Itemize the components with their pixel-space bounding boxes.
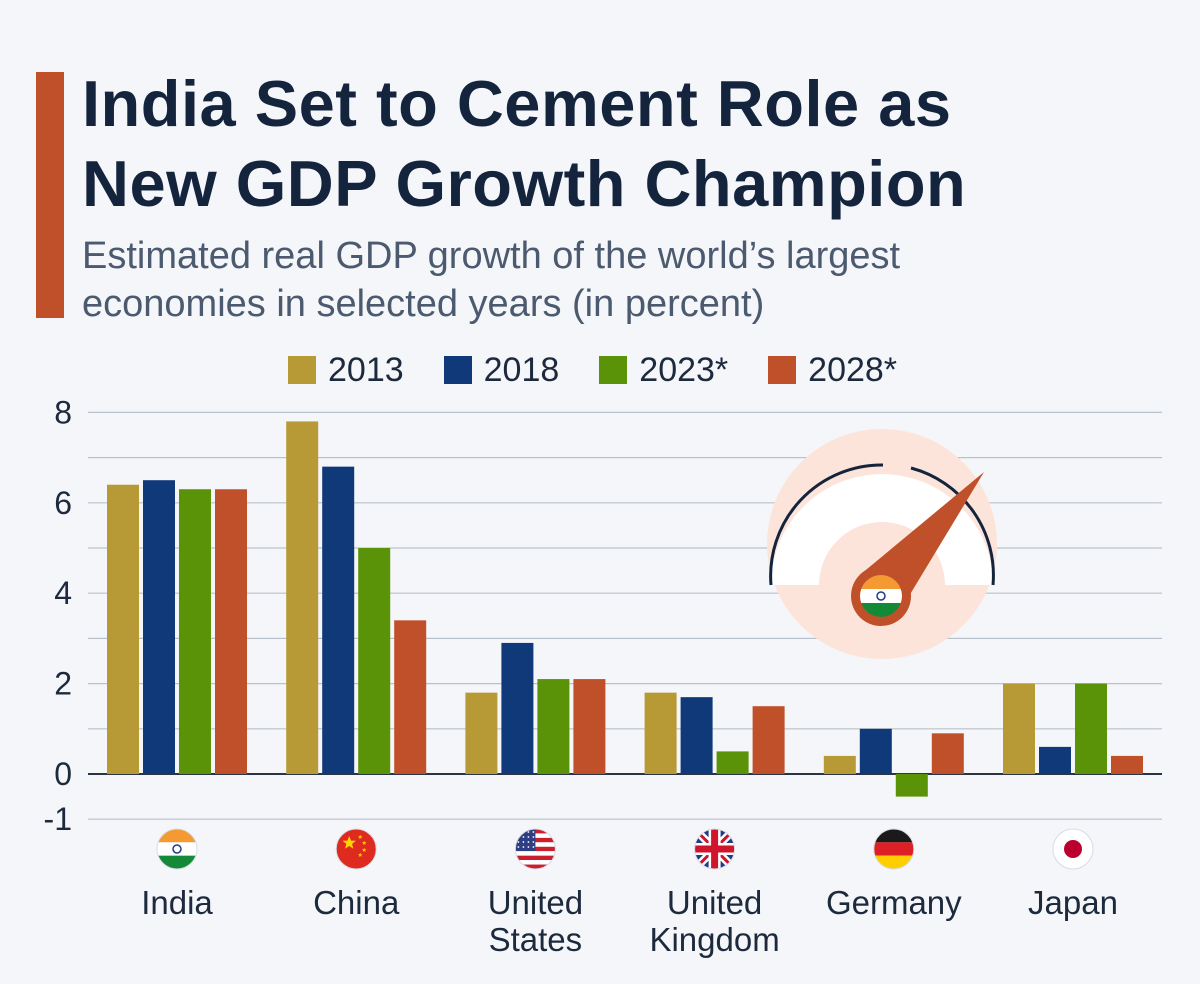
- y-tick-label: 6: [54, 485, 72, 521]
- y-tick-label: -1: [44, 801, 72, 837]
- bar-united-kingdom-2018: [680, 697, 713, 774]
- subtitle-line-2: economies in selected years (in percent): [82, 283, 765, 325]
- y-axis-ticks: 8 6 4 2 0 -1: [44, 394, 72, 837]
- legend-item-2023: 2023*: [599, 351, 728, 390]
- bar-united-kingdom-2028: [752, 706, 785, 774]
- bar-japan-2023: [1075, 683, 1107, 774]
- bar-china-2018: [322, 466, 355, 774]
- gauge-dial: [771, 474, 993, 585]
- legend: 2013 2018 2023* 2028*: [288, 350, 897, 390]
- bar-india-2013: [107, 484, 139, 774]
- bar-japan-2028: [1111, 755, 1143, 774]
- china-flag-icon: [335, 828, 377, 870]
- gauge-icon: [767, 429, 997, 659]
- legend-item-2028: 2028*: [768, 351, 897, 390]
- gauge-background: [767, 429, 997, 659]
- y-tick-label: 8: [54, 394, 72, 430]
- x-axis-labels: India China United States United Kingdom Germa…: [141, 884, 1118, 958]
- legend-swatch-2013: [288, 356, 316, 384]
- bar-united-states-2013: [465, 692, 498, 774]
- uk-flag-icon: [694, 828, 736, 870]
- bar-germany-2023: [895, 774, 928, 797]
- legend-label-2018: 2018: [483, 350, 560, 389]
- legend-item-2018: 2018: [443, 350, 560, 390]
- subtitle-line-1: Estimated real GDP growth of the world’s…: [82, 235, 901, 277]
- bar-india-2018: [143, 480, 175, 774]
- chart-subtitle: Estimated real GDP growth of the world’s…: [82, 232, 900, 328]
- bar-germany-2013: [823, 755, 856, 774]
- x-axis-label-united-states: United States: [488, 884, 583, 958]
- legend-swatch-2018: [443, 356, 472, 384]
- bar-japan-2018: [1039, 746, 1071, 774]
- legend-label-2013: 2013: [328, 350, 404, 389]
- bar-japan-2013: [1003, 683, 1035, 774]
- legend-swatch-2023: [599, 356, 628, 384]
- title-line-2: New GDP Growth Champion: [82, 147, 967, 220]
- title-line-1: India Set to Cement Role as: [82, 67, 952, 140]
- x-axis-label-india: India: [141, 884, 213, 921]
- bar-united-states-2018: [501, 642, 534, 774]
- legend-item-2013: 2013: [288, 351, 404, 390]
- y-tick-label: 4: [54, 575, 72, 611]
- legend-label-2028: 2028*: [808, 350, 898, 389]
- x-axis-label-japan: Japan: [1028, 884, 1118, 921]
- germany-flag-icon: [873, 828, 915, 870]
- bar-china-2013: [286, 421, 319, 774]
- gauge-india-flag-icon: [860, 575, 902, 617]
- bar-germany-2028: [931, 733, 964, 774]
- bars: [107, 421, 1143, 797]
- legend-label-2023: 2023*: [639, 350, 729, 389]
- bar-united-kingdom-2023: [716, 751, 749, 774]
- bar-china-2028: [394, 620, 427, 774]
- country-flags: [156, 828, 1094, 870]
- x-axis-label-china: China: [313, 884, 400, 921]
- bar-united-kingdom-2013: [644, 692, 677, 774]
- gauge-arc-right: [910, 466, 995, 586]
- us-flag-icon: [514, 828, 556, 870]
- bar-china-2023: [358, 548, 391, 774]
- gauge-arc-left: [769, 463, 884, 586]
- x-axis-label-germany: Germany: [826, 884, 962, 921]
- chart-title: India Set to Cement Role as New GDP Grow…: [82, 64, 966, 224]
- gridlines: [88, 411, 1162, 820]
- india-flag-icon: [156, 828, 198, 870]
- japan-flag-icon: [1052, 828, 1094, 870]
- accent-bar: [36, 72, 64, 318]
- y-tick-label: 0: [54, 756, 72, 792]
- legend-swatch-2028: [768, 356, 797, 384]
- x-axis-label-united-kingdom: United Kingdom: [649, 884, 779, 958]
- bar-germany-2018: [859, 728, 892, 774]
- bar-united-states-2023: [537, 679, 570, 774]
- bar-india-2028: [215, 489, 247, 774]
- bar-india-2023: [179, 489, 211, 774]
- y-tick-label: 2: [54, 666, 72, 702]
- bar-united-states-2028: [573, 679, 606, 774]
